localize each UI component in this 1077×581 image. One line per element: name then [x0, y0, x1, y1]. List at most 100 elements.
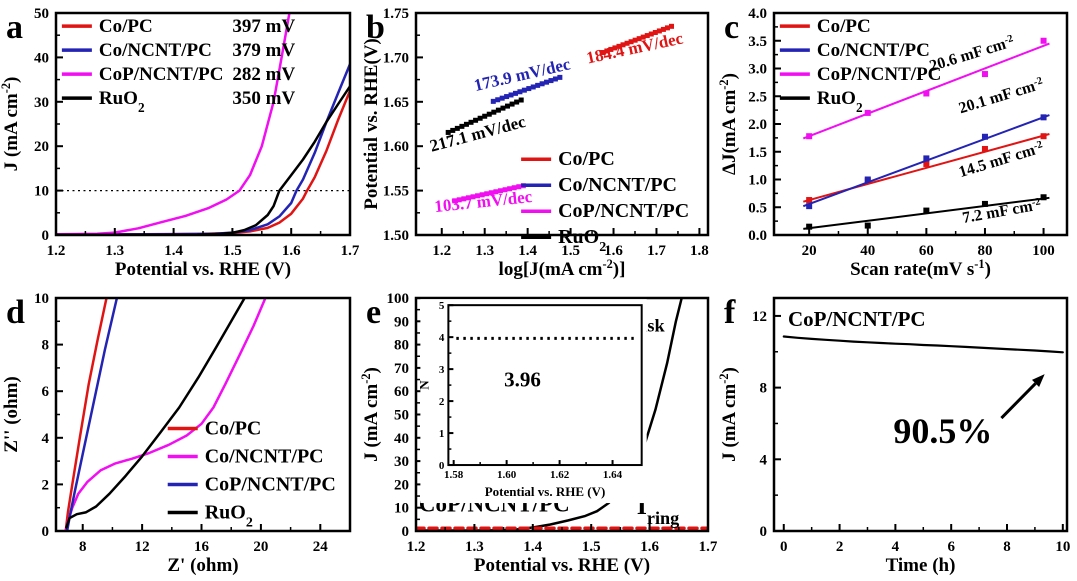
svg-text:5: 5: [439, 300, 445, 312]
svg-text:a: a: [6, 9, 23, 46]
chart-canvas-e: 1.2 1.3 1.4 1.5 1.6 1.70102030405060708090100…: [359, 285, 718, 581]
svg-text:1.2: 1.2: [47, 243, 66, 259]
svg-text:Co/PC: Co/PC: [205, 418, 262, 440]
svg-text:Time (h): Time (h): [886, 555, 956, 576]
svg-text:12: 12: [135, 539, 150, 555]
svg-text:1.50: 1.50: [383, 228, 409, 244]
svg-text:20: 20: [253, 539, 268, 555]
svg-text:1.5: 1.5: [561, 243, 580, 259]
svg-text:Iring: Iring: [637, 491, 679, 528]
chart-canvas-a: 1.2 1.3 1.4 1.5 1.6 1.7 0 10 20 30 40 50 Potential v…: [0, 0, 360, 285]
svg-text:Co/PC: Co/PC: [817, 16, 871, 37]
svg-text:4: 4: [439, 332, 445, 344]
panel-b-tafel-chart: 1.2 1.3 1.4 1.5 1.6 1.7 1.8 1.50 1.55 1.60 1.65 1.7…: [360, 0, 718, 285]
svg-text:90: 90: [394, 314, 409, 330]
svg-text:1.65: 1.65: [383, 95, 409, 111]
svg-text:2.5: 2.5: [748, 89, 767, 105]
svg-text:8: 8: [1003, 539, 1011, 555]
svg-text:3.5: 3.5: [748, 34, 767, 50]
svg-text:1.7: 1.7: [699, 539, 718, 555]
svg-text:1.4: 1.4: [518, 243, 537, 259]
svg-text:6: 6: [42, 384, 50, 400]
svg-text:10: 10: [394, 501, 409, 517]
svg-text:350 mV: 350 mV: [232, 88, 295, 109]
svg-text:J (mA cm-2): J (mA cm-2): [718, 367, 740, 462]
svg-text:b: b: [366, 9, 385, 46]
svg-text:Co/NCNT/PC: Co/NCNT/PC: [205, 446, 324, 468]
svg-text:2.0: 2.0: [748, 117, 767, 133]
svg-text:1.2: 1.2: [432, 243, 451, 259]
svg-text:1.3: 1.3: [465, 539, 484, 555]
svg-text:Potential vs. RHE (V): Potential vs. RHE (V): [485, 484, 606, 499]
svg-text:1.58: 1.58: [444, 469, 464, 481]
svg-text:RuO2: RuO2: [817, 88, 863, 115]
svg-text:1.5: 1.5: [748, 145, 767, 161]
svg-text:c: c: [724, 9, 739, 46]
svg-text:Z'' (ohm): Z'' (ohm): [1, 376, 22, 453]
svg-text:12: 12: [752, 309, 767, 325]
svg-text:282 mV: 282 mV: [232, 64, 295, 85]
svg-text:RuO2: RuO2: [558, 226, 606, 255]
svg-text:4: 4: [760, 452, 768, 468]
svg-text:50: 50: [34, 6, 49, 22]
panel-d-nyquist-chart: 8 12 16 20 24 0 2 4 6 8 10 Z' (ohm) Z'' (ohm) Co/PC Co…: [0, 285, 360, 581]
svg-text:16: 16: [194, 539, 210, 555]
svg-text:Co/NCNT/PC: Co/NCNT/PC: [99, 40, 212, 61]
svg-text:1.60: 1.60: [497, 469, 517, 481]
svg-text:CoP/NCNT/PC: CoP/NCNT/PC: [558, 200, 689, 222]
svg-text:4: 4: [892, 539, 900, 555]
panel-f-stability-chart: 0 2 4 6 8 10 0 4 8 12 Time (h) J (mA cm-2) CoP/NCNT/…: [717, 285, 1077, 581]
svg-text:80: 80: [977, 243, 992, 259]
svg-text:3: 3: [439, 364, 445, 376]
svg-text:1.70: 1.70: [383, 50, 409, 66]
svg-text:20: 20: [802, 243, 817, 259]
svg-text:0: 0: [780, 539, 788, 555]
svg-text:CoP/NCNT/PC: CoP/NCNT/PC: [788, 307, 926, 331]
svg-text:2: 2: [42, 477, 50, 493]
svg-text:80: 80: [394, 338, 409, 354]
svg-text:Potential vs. RHE(V): Potential vs. RHE(V): [361, 38, 382, 210]
svg-text:1.3: 1.3: [105, 243, 124, 259]
svg-text:1.75: 1.75: [383, 6, 409, 22]
svg-text:20: 20: [34, 139, 49, 155]
svg-text:4.0: 4.0: [748, 6, 767, 22]
svg-text:8: 8: [760, 381, 768, 397]
svg-text:J (mA cm-2): J (mA cm-2): [0, 77, 22, 172]
svg-text:6: 6: [947, 539, 955, 555]
svg-text:Potential vs. RHE (V): Potential vs. RHE (V): [474, 555, 650, 576]
svg-text:0: 0: [42, 524, 50, 540]
svg-text:Potential vs. RHE (V): Potential vs. RHE (V): [115, 259, 291, 280]
svg-text:N: N: [416, 380, 431, 390]
chart-canvas-c: 20 40 60 80 100 0.0 0.5 1.0 1.5 2.0 2.5 3.0 3.5 4.0 Sc…: [717, 0, 1077, 285]
svg-text:1.7: 1.7: [647, 243, 666, 259]
svg-text:1.4: 1.4: [523, 539, 542, 555]
svg-text:100: 100: [1032, 243, 1055, 259]
svg-text:10: 10: [34, 291, 49, 307]
svg-text:Co/PC: Co/PC: [558, 148, 615, 170]
svg-text:8: 8: [79, 539, 87, 555]
svg-text:RuO2: RuO2: [205, 502, 253, 531]
svg-text:30: 30: [34, 95, 49, 111]
svg-text:4: 4: [42, 431, 50, 447]
svg-text:e: e: [366, 294, 381, 331]
svg-text:CoP/NCNT/PC: CoP/NCNT/PC: [817, 64, 942, 85]
svg-text:70: 70: [394, 361, 409, 377]
svg-text:3.0: 3.0: [748, 62, 767, 78]
svg-text:RuO2: RuO2: [99, 88, 145, 115]
svg-text:40: 40: [860, 243, 875, 259]
svg-text:CoP/NCNT/PC: CoP/NCNT/PC: [99, 64, 224, 85]
svg-text:0: 0: [402, 524, 410, 540]
svg-text:0: 0: [42, 228, 50, 244]
svg-text:60: 60: [919, 243, 934, 259]
svg-text:Co/NCNT/PC: Co/NCNT/PC: [558, 174, 677, 196]
svg-text:3.96: 3.96: [504, 368, 541, 392]
svg-text:1.6: 1.6: [604, 243, 623, 259]
svg-text:ΔJ(mA cm-2): ΔJ(mA cm-2): [718, 73, 740, 175]
svg-text:1.3: 1.3: [475, 243, 494, 259]
svg-text:1.0: 1.0: [748, 173, 767, 189]
svg-text:1.64: 1.64: [603, 469, 623, 481]
svg-text:Z' (ohm): Z' (ohm): [167, 555, 238, 576]
svg-text:8: 8: [42, 338, 50, 354]
svg-text:60: 60: [394, 384, 409, 400]
